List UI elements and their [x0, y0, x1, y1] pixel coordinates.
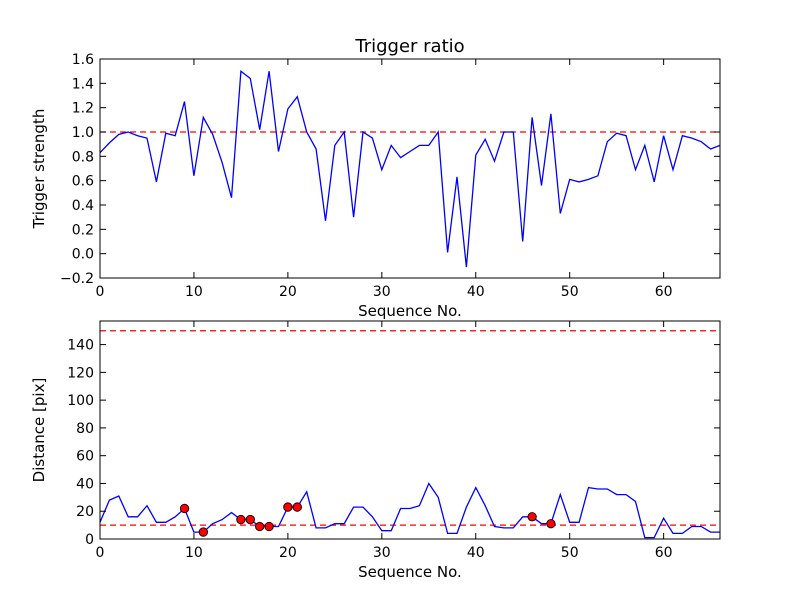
data-point [283, 502, 293, 512]
y-tick-label: 140 [67, 338, 94, 354]
series-line [99, 482, 720, 539]
x-tick-label: 60 [655, 545, 673, 561]
y-tick-label: 0.2 [72, 222, 94, 238]
data-point [236, 514, 246, 525]
x-tick-label: 20 [279, 284, 297, 300]
x-tick-label: 40 [467, 284, 485, 300]
y-tick-label: 1.4 [72, 76, 94, 92]
x-tick-label: 10 [185, 545, 203, 561]
distance-chart: 0 10 20 30 40 50 60 0 20 40 60 80 100 120 140 Sequence … [30, 320, 721, 581]
x-tick-label: 10 [185, 284, 203, 300]
plot-frame [99, 320, 721, 540]
y-tick-label: 20 [76, 504, 94, 520]
data-point [264, 521, 274, 532]
x-tick-label: 0 [96, 545, 105, 561]
y-axis-label: Trigger strength [30, 109, 48, 230]
trigger-ratio-chart: 0 10 20 30 40 50 60 −0.2 0.0 0.2 0.4 0.6 0.8 1.0 1.2 1.… [30, 36, 721, 320]
x-tick-label: 20 [279, 545, 297, 561]
y-tick-label: 80 [76, 421, 94, 437]
x-tick-label: 30 [373, 284, 391, 300]
y-tick-label: 40 [76, 476, 94, 492]
x-tick-label: 30 [373, 545, 391, 561]
y-tick-label: 0.0 [72, 247, 94, 263]
plot-frame [99, 58, 721, 279]
x-tick-label: 50 [561, 284, 579, 300]
y-tick-label: −0.2 [60, 271, 94, 287]
x-axis-label: Sequence No. [358, 302, 462, 320]
chart-title: Trigger ratio [354, 36, 464, 57]
data-point [255, 521, 265, 532]
y-tick-label: 1.2 [72, 101, 94, 117]
series-line [99, 69, 721, 268]
y-tick-label: 1.0 [72, 125, 94, 141]
x-axis-label: Sequence No. [358, 563, 462, 581]
x-tick-label: 0 [96, 284, 105, 300]
data-point [179, 503, 190, 514]
x-tick-label: 50 [561, 545, 579, 561]
data-point [546, 519, 556, 529]
y-tick-label: 100 [67, 393, 94, 409]
y-axis-label: Distance [pix] [30, 378, 48, 483]
y-tick-label: 0.4 [72, 198, 94, 214]
data-point [198, 527, 208, 537]
data-point [292, 502, 302, 512]
data-point [245, 514, 255, 525]
y-tick-label: 120 [67, 365, 94, 381]
data-point [527, 512, 537, 522]
y-tick-label: 0 [85, 532, 94, 548]
y-tick-label: 1.6 [72, 52, 94, 68]
y-tick-label: 60 [76, 449, 94, 465]
x-tick-label: 60 [655, 284, 673, 300]
y-tick-label: 0.8 [72, 149, 94, 165]
x-tick-label: 40 [467, 545, 485, 561]
y-tick-label: 0.6 [72, 174, 94, 190]
